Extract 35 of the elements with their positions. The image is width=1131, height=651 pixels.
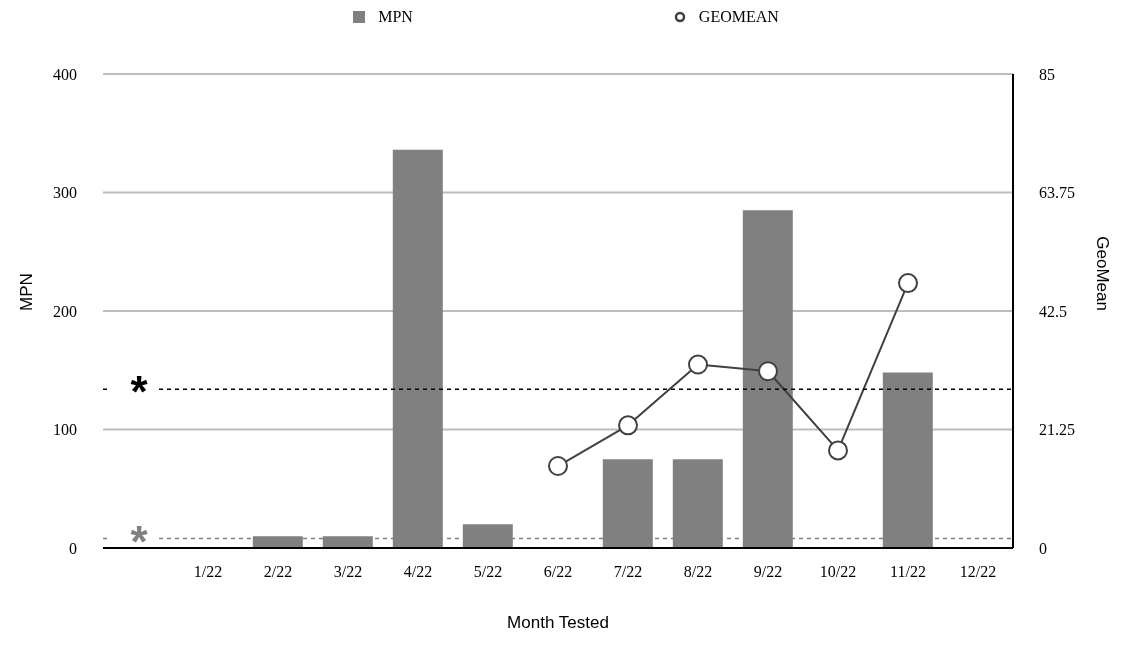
y-tick-label: 200 xyxy=(53,302,77,320)
y2-tick-label: 42.5 xyxy=(1039,302,1067,320)
y2-axis-title: GeoMean xyxy=(1092,236,1112,311)
y-tick-label: 100 xyxy=(53,421,77,439)
point xyxy=(898,273,918,294)
x-tick-label: 9/22 xyxy=(753,563,783,581)
point xyxy=(548,456,568,477)
x-tick-label: 11/22 xyxy=(890,563,926,581)
y2-tick-label: 85 xyxy=(1039,65,1055,83)
legend-label: GEOMEAN xyxy=(698,8,779,26)
y-tick-label: 400 xyxy=(53,65,77,83)
x-tick-label: 7/22 xyxy=(613,563,643,581)
y2-tick-label: 63.75 xyxy=(1039,184,1075,202)
x-tick-label: 5/22 xyxy=(473,563,503,581)
x-tick-label: 4/22 xyxy=(403,563,433,581)
point xyxy=(758,361,778,382)
point xyxy=(618,415,638,436)
point xyxy=(688,354,708,375)
x-tick-label: 2/22 xyxy=(263,563,293,581)
x-tick-label: 3/22 xyxy=(333,563,363,581)
x-tick-label: 10/22 xyxy=(819,563,857,581)
y-axis-title: MPN xyxy=(17,273,37,311)
y-tick-label: 0 xyxy=(69,539,77,557)
y-tick-label: 300 xyxy=(53,184,77,202)
y2-tick-label: 0 xyxy=(1039,539,1047,557)
ref-line-label: * xyxy=(130,516,149,566)
x-tick-label: 8/22 xyxy=(683,563,713,581)
y2-tick-label: 21.25 xyxy=(1039,421,1075,439)
x-tick-label: 12/22 xyxy=(959,563,997,581)
x-axis-title: Month Tested xyxy=(507,613,609,632)
x-tick-label: 1/22 xyxy=(193,563,223,581)
point xyxy=(828,440,848,461)
x-tick-label: 6/22 xyxy=(543,563,573,581)
ref-line-label: * xyxy=(130,367,149,417)
legend-label: MPN xyxy=(378,8,413,26)
